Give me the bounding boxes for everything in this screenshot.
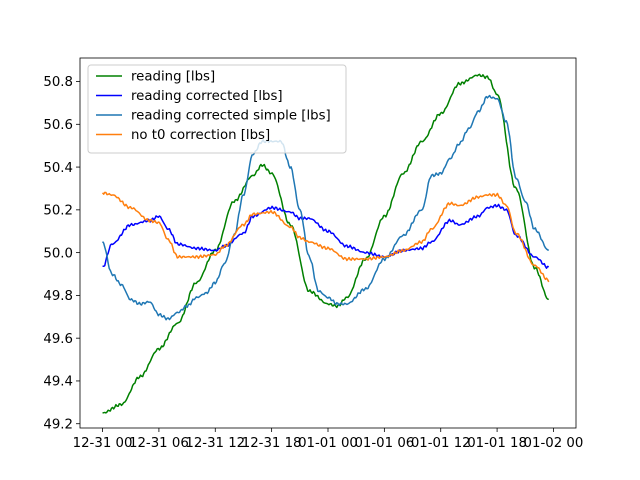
series-line — [101, 94, 550, 321]
y-tick-label: 49.2 — [43, 417, 73, 432]
x-tick-label: 12-31 06 — [129, 436, 189, 451]
x-tick-label: 01-01 12 — [411, 436, 471, 451]
legend-label: reading corrected simple [lbs] — [131, 109, 331, 124]
y-tick-label: 49.6 — [43, 332, 73, 347]
x-tick-label: 01-02 00 — [524, 436, 584, 451]
y-tick-label: 49.4 — [43, 375, 73, 390]
y-tick-label: 49.8 — [43, 289, 73, 304]
y-tick-label: 50.8 — [43, 75, 73, 90]
legend-box — [87, 64, 347, 154]
x-tick-label: 01-01 06 — [354, 436, 414, 451]
series-line — [102, 203, 549, 269]
y-tick-label: 50.2 — [43, 204, 73, 219]
legend-label: reading [lbs] — [131, 70, 215, 85]
x-tick-label: 01-01 00 — [298, 436, 358, 451]
x-tick-label: 12-31 18 — [242, 436, 302, 451]
x-tick-label: 12-31 12 — [185, 436, 245, 451]
series-line — [102, 73, 549, 414]
y-tick-label: 50.6 — [43, 118, 73, 133]
legend-label: no t0 correction [lbs] — [131, 128, 270, 143]
series-layer — [101, 73, 550, 414]
x-tick-label: 12-31 00 — [73, 436, 133, 451]
y-tick-label: 50.4 — [43, 161, 73, 176]
legend-label: reading corrected [lbs] — [131, 89, 283, 104]
x-tick-label: 01-01 18 — [467, 436, 527, 451]
legend: reading [lbs] reading corrected [lbs] read… — [87, 64, 347, 154]
series-line — [101, 191, 550, 283]
y-tick-label: 50.0 — [43, 246, 73, 261]
y-axis: 49.2 49.4 49.6 49.8 50.0 50.2 50.4 50.6 50.8 — [43, 75, 80, 432]
